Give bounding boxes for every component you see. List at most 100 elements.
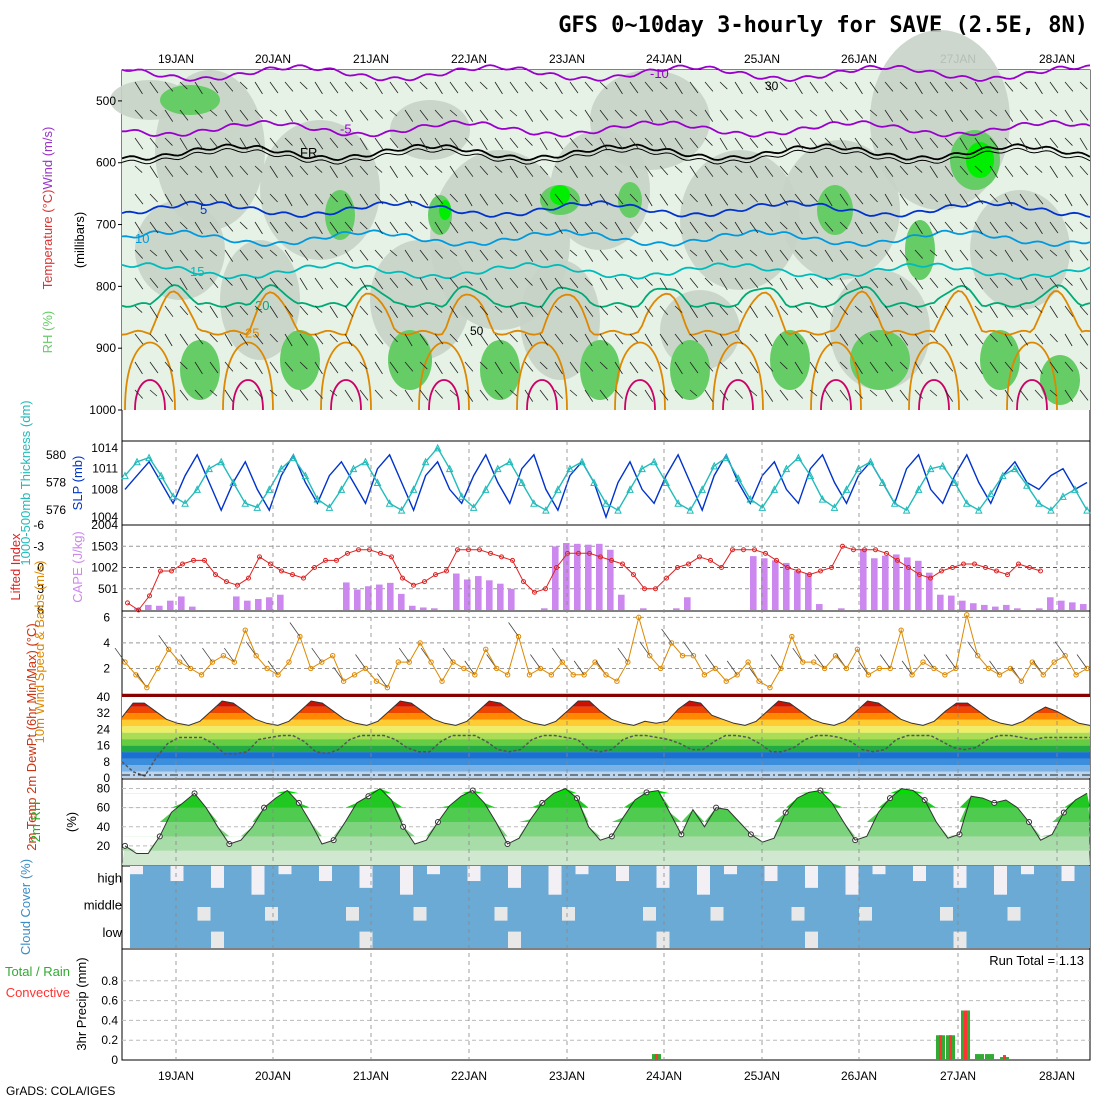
rh-fill-band bbox=[122, 788, 1090, 822]
thickness-point bbox=[602, 499, 610, 507]
wind-barb bbox=[419, 165, 429, 176]
wind-barb bbox=[719, 137, 728, 151]
wind-point bbox=[625, 659, 631, 665]
wind-barb bbox=[134, 109, 144, 119]
wind-point bbox=[668, 640, 675, 646]
lifted-point bbox=[422, 579, 427, 585]
wind-barb bbox=[254, 277, 264, 290]
wind-barb bbox=[239, 333, 249, 346]
wind-barb bbox=[299, 249, 309, 261]
wind-barb bbox=[824, 109, 834, 122]
wind-barb bbox=[209, 305, 218, 318]
wind-point bbox=[1018, 678, 1025, 684]
rh-humid-region bbox=[670, 340, 710, 400]
wind-barb bbox=[644, 361, 654, 372]
lifted-point bbox=[939, 568, 944, 574]
wind-barb bbox=[929, 109, 938, 117]
y-tick-label: 0.2 bbox=[101, 1033, 118, 1047]
wind-barb bbox=[1019, 109, 1029, 121]
lifted-point bbox=[983, 565, 988, 570]
wind-barb bbox=[779, 221, 788, 230]
thickness-point bbox=[902, 506, 911, 514]
wind-barb bbox=[509, 137, 519, 148]
wind-barb bbox=[479, 81, 488, 90]
wind-barb bbox=[1079, 249, 1089, 261]
wind-barb bbox=[194, 81, 203, 95]
wind-barb bbox=[719, 81, 728, 90]
lifted-point bbox=[829, 565, 834, 570]
wind-barb bbox=[929, 361, 939, 374]
wind-barb bbox=[599, 333, 609, 346]
wind-barb bbox=[617, 647, 629, 663]
cape-bar bbox=[882, 555, 889, 610]
temp-color-band bbox=[122, 732, 1090, 740]
wind-barb bbox=[479, 109, 489, 121]
wind-barb bbox=[929, 165, 938, 178]
thickness-point bbox=[530, 499, 538, 507]
wind-barb bbox=[749, 389, 758, 397]
wind-barb bbox=[1064, 361, 1074, 372]
rh-humid-region bbox=[580, 340, 620, 400]
wind-barb bbox=[869, 305, 878, 318]
lifted-point bbox=[499, 554, 504, 560]
wind-barb bbox=[164, 193, 173, 207]
contour-loop bbox=[722, 379, 754, 411]
wind-barb bbox=[794, 333, 804, 345]
wind-barb bbox=[419, 361, 428, 370]
wind-barb bbox=[689, 221, 699, 234]
cloud-gap bbox=[467, 866, 481, 882]
lifted-point bbox=[950, 565, 955, 570]
cloud-gap bbox=[724, 866, 737, 875]
cloud-gap bbox=[400, 866, 413, 895]
wind-point bbox=[1073, 672, 1079, 678]
y-label-group: Cloud Cover (%) bbox=[18, 859, 33, 955]
rh-saturated-region bbox=[550, 185, 570, 205]
wind-barb bbox=[134, 221, 143, 235]
cloud-gap bbox=[562, 907, 575, 921]
wind-barb bbox=[149, 165, 158, 178]
wind-barb bbox=[389, 333, 398, 343]
wind-point bbox=[144, 684, 150, 691]
wind-barb bbox=[1079, 81, 1088, 90]
cape-bar bbox=[893, 554, 900, 610]
cloud-gap bbox=[251, 866, 265, 895]
wind-barb bbox=[239, 81, 248, 90]
contour-loop bbox=[614, 341, 666, 411]
cape-bar bbox=[343, 582, 350, 610]
lifted-point bbox=[620, 561, 625, 567]
wind-barb bbox=[194, 277, 204, 290]
y-tick-label-right: 1008 bbox=[91, 482, 118, 496]
wind-barb bbox=[419, 109, 429, 121]
contour-line bbox=[121, 290, 1091, 336]
thickness-point bbox=[818, 494, 827, 503]
wind-barb bbox=[149, 193, 158, 203]
wind-barb bbox=[599, 361, 608, 370]
wind-barb bbox=[149, 333, 158, 343]
cloud-gap bbox=[643, 907, 656, 921]
thickness-point bbox=[578, 457, 586, 466]
wind-barb bbox=[164, 137, 173, 146]
y-tick-label: 600 bbox=[96, 156, 116, 170]
cape-bar bbox=[816, 604, 823, 610]
wind-barb bbox=[914, 389, 924, 399]
wind-point bbox=[351, 672, 358, 678]
wind-point bbox=[1062, 652, 1068, 659]
wind-barb bbox=[764, 109, 774, 122]
wind-barb bbox=[194, 165, 203, 173]
y-tick-label-left: -3 bbox=[33, 539, 44, 553]
wind-barb bbox=[245, 641, 257, 656]
wind-barb bbox=[839, 389, 849, 401]
wind-barb bbox=[824, 165, 834, 177]
wind-barb bbox=[629, 389, 638, 397]
wind-barb bbox=[1079, 333, 1089, 346]
wind-point bbox=[198, 672, 205, 678]
wind-barb bbox=[224, 389, 234, 402]
wind-barb bbox=[209, 361, 219, 374]
wind-barb bbox=[374, 193, 384, 205]
wind-barb bbox=[1034, 165, 1043, 173]
wind-barb bbox=[539, 249, 549, 261]
wind-barb bbox=[359, 81, 368, 90]
y-tick-label: 60 bbox=[97, 801, 111, 815]
wind-barb bbox=[569, 333, 578, 343]
y-label-group: (%) bbox=[64, 812, 79, 832]
